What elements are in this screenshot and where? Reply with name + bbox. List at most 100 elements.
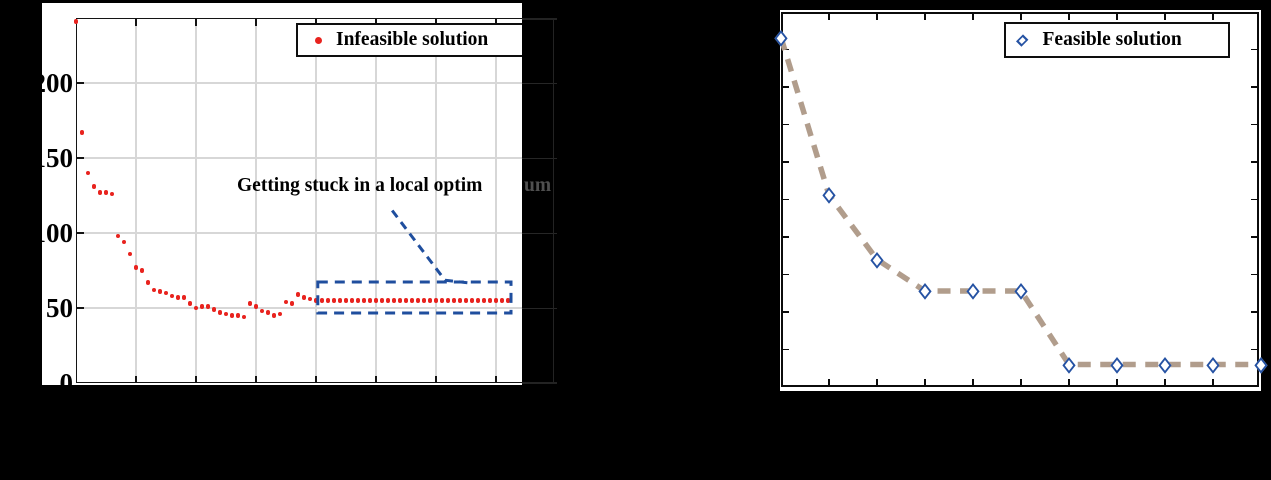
scatter-point bbox=[301, 295, 307, 300]
scatter-point bbox=[499, 298, 505, 303]
annotation-local-optimum: Getting stuck in a local optim bbox=[237, 175, 482, 197]
scatter-point bbox=[97, 190, 103, 195]
annotation-text: Getting stuck in a local optim bbox=[237, 175, 483, 196]
scatter-point bbox=[181, 295, 187, 300]
y-tick-mark bbox=[781, 86, 789, 88]
scatter-point bbox=[151, 287, 157, 293]
y-tick-mark bbox=[1251, 48, 1259, 51]
scatter-point bbox=[331, 298, 337, 303]
vertical-gridline bbox=[255, 18, 257, 383]
blue-diamond-marker-icon bbox=[1016, 34, 1029, 46]
legend-label-infeasible: Infeasible solution bbox=[336, 29, 489, 50]
x-tick-mark bbox=[1164, 379, 1166, 387]
scatter-point bbox=[343, 298, 349, 303]
scatter-point bbox=[289, 301, 295, 306]
scatter-point bbox=[403, 298, 409, 303]
x-tick-mark bbox=[255, 18, 257, 26]
x-tick-mark bbox=[135, 375, 137, 383]
scatter-point bbox=[121, 239, 127, 245]
x-tick-mark bbox=[1212, 379, 1214, 387]
y-tick-mark bbox=[1251, 123, 1259, 126]
x-tick-mark bbox=[924, 12, 926, 20]
y-tick-mark bbox=[781, 161, 789, 163]
y-tick-label: 0 bbox=[59, 368, 74, 398]
vertical-gridline bbox=[375, 18, 377, 383]
x-tick-mark bbox=[195, 375, 197, 383]
scatter-point bbox=[391, 298, 397, 303]
scatter-point bbox=[73, 19, 79, 24]
scatter-point bbox=[205, 304, 211, 309]
vertical-gridline bbox=[495, 18, 497, 383]
x-tick-mark bbox=[1068, 379, 1070, 387]
scatter-point bbox=[211, 307, 217, 312]
y-tick-mark bbox=[781, 273, 789, 276]
x-tick-mark bbox=[195, 18, 197, 26]
scatter-point bbox=[427, 298, 433, 303]
scatter-point bbox=[265, 310, 271, 315]
scatter-point bbox=[283, 299, 289, 305]
scatter-point bbox=[409, 298, 415, 303]
y-tick-mark bbox=[1251, 311, 1259, 313]
scatter-point bbox=[463, 298, 469, 303]
scatter-point bbox=[385, 298, 391, 303]
scatter-point bbox=[217, 310, 223, 315]
highlight-dashed-box bbox=[316, 280, 513, 315]
scatter-point bbox=[235, 313, 241, 318]
x-tick-mark bbox=[375, 375, 377, 383]
x-tick-mark bbox=[315, 375, 317, 383]
x-tick-mark bbox=[972, 379, 974, 387]
scatter-point bbox=[493, 298, 499, 303]
red-dot-marker-icon bbox=[315, 36, 322, 44]
scatter-point bbox=[421, 298, 427, 303]
y-tick-mark bbox=[1251, 161, 1259, 163]
y-tick-mark bbox=[1251, 198, 1259, 201]
scatter-point bbox=[319, 298, 325, 303]
scatter-point bbox=[187, 301, 193, 306]
x-tick-mark bbox=[1020, 379, 1022, 387]
scatter-point bbox=[271, 313, 277, 318]
scatter-point bbox=[163, 290, 169, 296]
y-tick-mark bbox=[1251, 86, 1259, 88]
scatter-point bbox=[481, 298, 487, 303]
horizontal-gridline bbox=[76, 157, 553, 159]
x-tick-mark bbox=[495, 18, 497, 26]
legend-infeasible: Infeasible solution bbox=[296, 23, 537, 57]
scatter-point bbox=[259, 308, 265, 314]
x-tick-mark bbox=[1164, 12, 1166, 20]
y-tick-mark bbox=[781, 198, 789, 201]
vertical-gridline bbox=[435, 18, 437, 383]
horizontal-gridline bbox=[76, 232, 553, 234]
y-tick-mark bbox=[76, 232, 84, 234]
scatter-point bbox=[247, 301, 253, 306]
scatter-point bbox=[307, 296, 313, 302]
scatter-point bbox=[445, 298, 451, 303]
x-tick-mark bbox=[1068, 12, 1070, 20]
y-tick-mark bbox=[76, 307, 84, 309]
scatter-point bbox=[109, 191, 115, 197]
dashed-line-series bbox=[778, 36, 1261, 368]
scatter-point bbox=[193, 305, 199, 311]
x-tick-mark bbox=[1212, 12, 1214, 20]
scatter-point bbox=[433, 298, 439, 303]
x-tick-mark bbox=[828, 12, 830, 20]
scatter-point bbox=[367, 298, 373, 303]
x-tick-mark bbox=[876, 12, 878, 20]
scatter-point bbox=[325, 298, 331, 303]
scatter-point bbox=[415, 298, 421, 303]
y-tick-mark bbox=[781, 348, 789, 351]
y-tick-mark bbox=[76, 82, 84, 84]
y-tick-mark bbox=[1251, 273, 1259, 276]
x-tick-mark bbox=[435, 375, 437, 383]
scatter-point bbox=[355, 298, 361, 303]
scatter-point bbox=[277, 311, 283, 317]
scatter-point bbox=[313, 298, 319, 303]
annotation-arrow bbox=[391, 209, 468, 285]
faint-frame-bottom bbox=[522, 382, 557, 384]
y-tick-mark bbox=[781, 236, 789, 238]
scatter-point bbox=[103, 190, 109, 195]
